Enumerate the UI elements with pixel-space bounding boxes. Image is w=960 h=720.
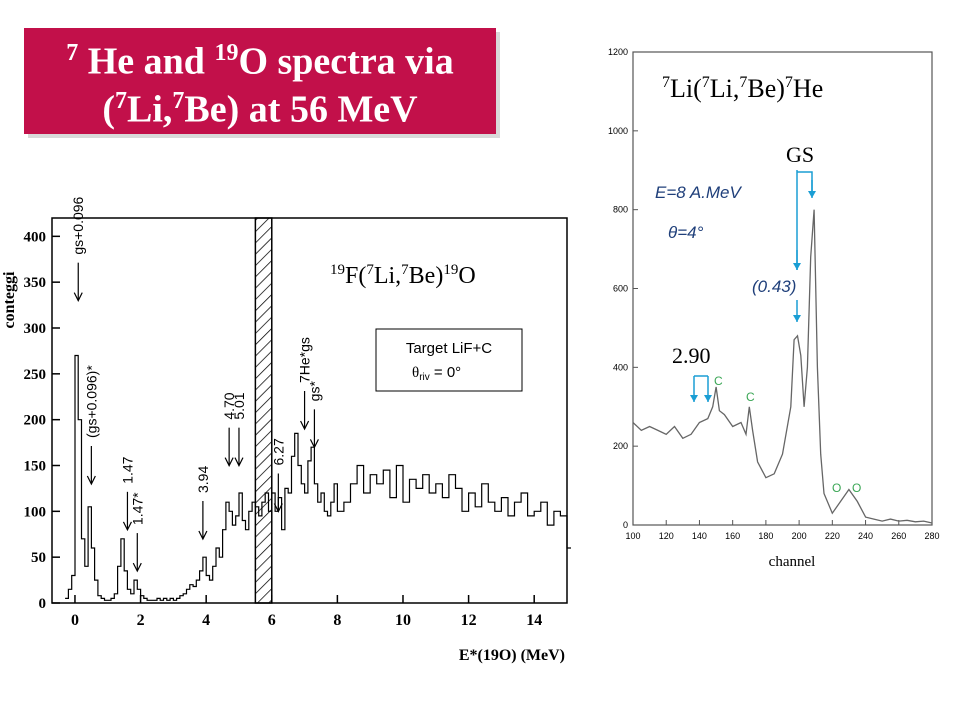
o19-ytick-label: 150 (24, 459, 47, 475)
o19-ytick-label: 300 (24, 321, 47, 337)
o19-ylabel: conteggi (1, 271, 18, 328)
o19-ytick-label: 200 (24, 413, 47, 429)
o19-xtick-label: 6 (268, 612, 276, 629)
o19-peak-label: 4.70 (221, 392, 237, 419)
o19-reaction-title: 19F(7Li,7Be)19O (330, 262, 476, 289)
o19-ytick-label: 250 (24, 367, 47, 383)
o19-peak-arrowhead (73, 292, 83, 303)
o19-ytick-label: 50 (31, 550, 46, 566)
o19-xtick-label: 4 (202, 612, 210, 629)
o19-xtick-label: 8 (333, 612, 341, 629)
o19-xtick-label: 0 (71, 612, 79, 629)
o19-peak-label: 7He*gs (297, 337, 313, 383)
o19-peak-arrowhead (224, 457, 234, 468)
o19-histogram-line (65, 354, 571, 601)
o19-peak-arrowhead (300, 420, 310, 431)
o19-peak-label: gs+0.096 (70, 196, 86, 254)
o19-plot-frame (51, 217, 568, 604)
o19-ytick-label: 400 (24, 229, 47, 245)
o19-peak-arrowhead (198, 530, 208, 541)
o19-legend-line2: θriv = 0° (412, 364, 461, 383)
o19-xtick-label: 12 (461, 612, 477, 629)
slide-title-line1: 7 He and 19O spectra via (66, 40, 454, 83)
o19-peak-arrowhead (122, 521, 132, 532)
o19-axes: 0 2 4 6 8 10 12 14 0 50 100 150 200 250 300 350 400 (24, 217, 568, 629)
o19-ytick-label: 100 (24, 504, 47, 520)
slide-title-box: 7 He and 19O spectra via (7Li,7Be) at 56… (24, 28, 496, 134)
o19-legend-box (375, 328, 523, 392)
o19-peak-label: 1.47* (129, 492, 145, 525)
o19-peak-arrowhead (273, 503, 283, 513)
o19-peak-label: gs* (306, 381, 322, 402)
o19-ytick-label: 0 (39, 596, 47, 612)
o19-peak-arrowhead (132, 562, 142, 573)
o19-ytick-label: 350 (24, 275, 47, 291)
o19-xtick-label: 10 (395, 612, 411, 629)
slide-title-line2: (7Li,7Be) at 56 MeV (102, 88, 418, 131)
o19-peak-arrowhead (86, 475, 96, 486)
o19-peak-label: 6.27 (270, 438, 286, 465)
o19-xlabel: E*(19O) (MeV) (459, 647, 565, 664)
o19-hatched-region (254, 217, 273, 604)
o19-peak-labels: gs+0.096 (gs+0.096)* 1.47 1.47* 3.94 4.705.01… (70, 196, 322, 573)
o19-peak-label: 1.47 (119, 456, 135, 483)
o19-peak-label: 5.01 (231, 392, 247, 419)
o19-xtick-label: 14 (526, 612, 542, 629)
o19-series (65, 354, 571, 601)
o19-peak-arrowhead (309, 439, 319, 449)
o19-peak-label: (gs+0.096)* (83, 365, 99, 438)
o19-legend-line1: Target LiF+C (406, 340, 492, 357)
o19-xtick-label: 2 (137, 612, 145, 629)
o19-peak-label: 3.94 (195, 466, 211, 493)
o19-peak-arrowhead (234, 457, 244, 468)
